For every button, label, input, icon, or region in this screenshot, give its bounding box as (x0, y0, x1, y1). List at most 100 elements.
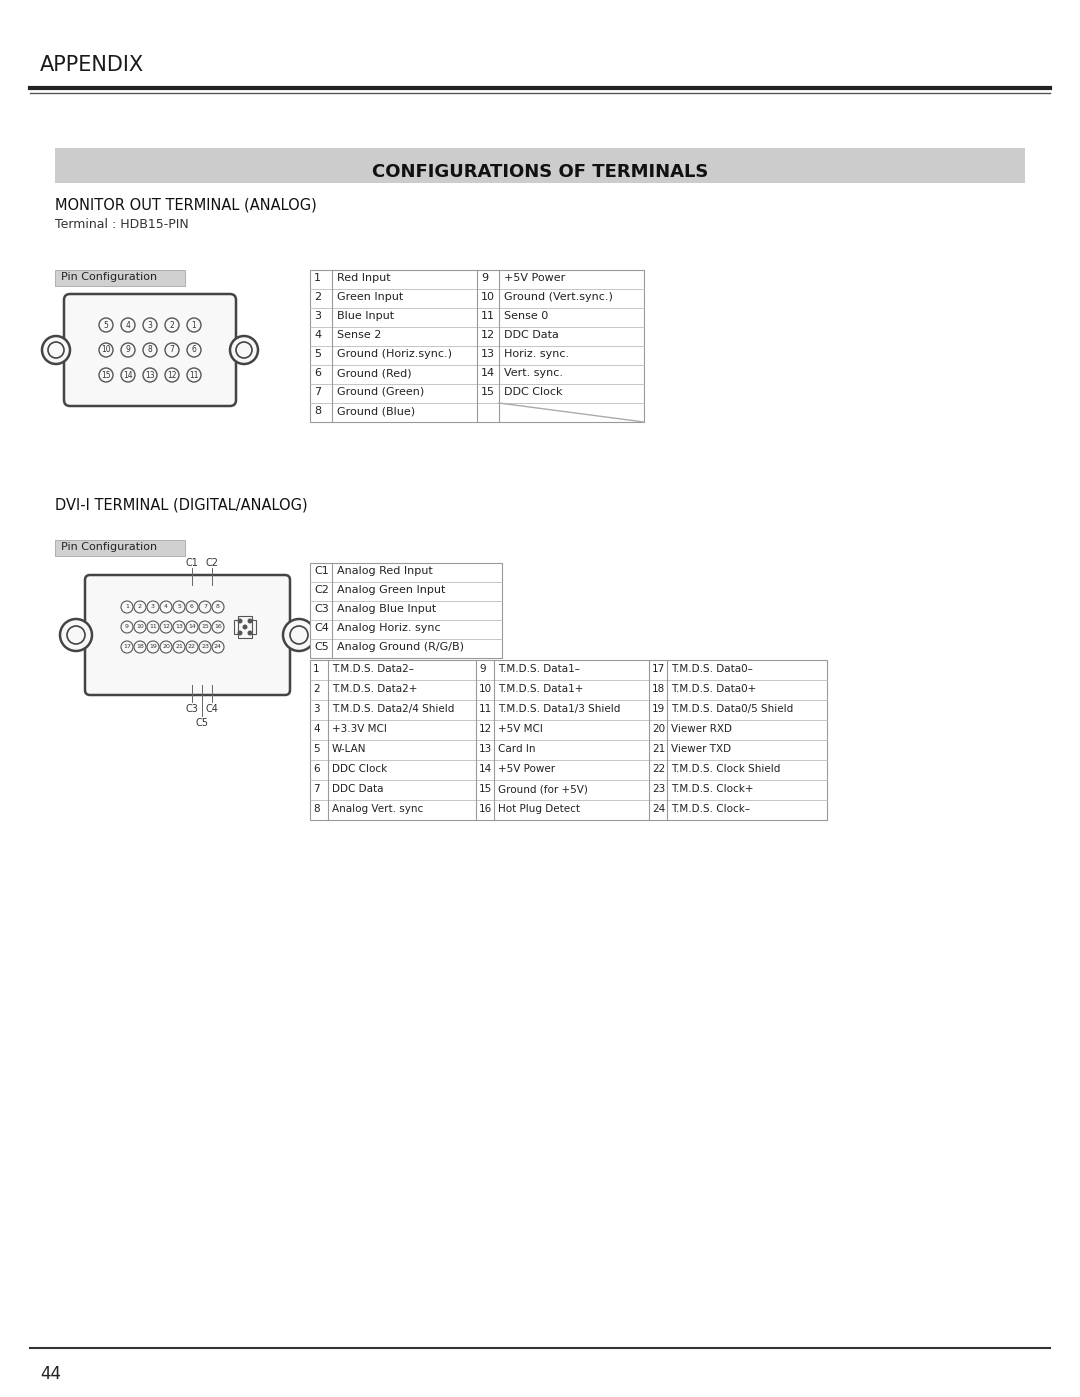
Circle shape (165, 319, 179, 332)
Text: 14: 14 (481, 367, 495, 379)
Bar (310, 659, 827, 820)
Circle shape (121, 641, 133, 652)
Text: Ground (Vert.sync.): Ground (Vert.sync.) (504, 292, 612, 302)
Text: 6: 6 (191, 345, 197, 355)
Text: 16: 16 (214, 624, 221, 630)
Text: 12: 12 (162, 624, 170, 630)
Text: 15: 15 (201, 624, 208, 630)
Circle shape (147, 601, 159, 613)
Text: 10: 10 (136, 624, 144, 630)
Text: 14: 14 (480, 764, 492, 774)
Bar (55, 541, 185, 556)
Circle shape (186, 601, 198, 613)
Text: 24: 24 (214, 644, 222, 650)
Text: Hot Plug Detect: Hot Plug Detect (498, 805, 580, 814)
Bar (310, 563, 502, 658)
Text: C2: C2 (314, 585, 329, 595)
Circle shape (99, 367, 113, 381)
Text: T.M.D.S. Data1–: T.M.D.S. Data1– (498, 664, 580, 673)
Text: Analog Horiz. sync: Analog Horiz. sync (337, 623, 441, 633)
Text: T.M.D.S. Clock+: T.M.D.S. Clock+ (671, 784, 754, 793)
Text: C4: C4 (205, 704, 218, 714)
Text: 9: 9 (480, 664, 486, 673)
Text: 15: 15 (480, 784, 492, 793)
Text: APPENDIX: APPENDIX (40, 54, 144, 75)
Text: 5: 5 (313, 745, 320, 754)
Text: T.M.D.S. Data2–: T.M.D.S. Data2– (332, 664, 414, 673)
Text: C1: C1 (186, 557, 199, 569)
Text: Green Input: Green Input (337, 292, 403, 302)
Text: 2: 2 (314, 292, 321, 302)
Text: 7: 7 (170, 345, 175, 355)
Circle shape (121, 367, 135, 381)
Text: 18: 18 (652, 685, 665, 694)
Text: T.M.D.S. Data1+: T.M.D.S. Data1+ (498, 685, 583, 694)
Text: Horiz. sync.: Horiz. sync. (504, 349, 569, 359)
Text: Vert. sync.: Vert. sync. (504, 367, 563, 379)
Circle shape (199, 641, 211, 652)
FancyBboxPatch shape (85, 576, 291, 694)
Text: DDC Clock: DDC Clock (332, 764, 388, 774)
Circle shape (173, 641, 185, 652)
Text: C5: C5 (314, 643, 328, 652)
Text: 1: 1 (125, 605, 129, 609)
Circle shape (147, 641, 159, 652)
Text: 8: 8 (216, 605, 220, 609)
Text: 11: 11 (481, 312, 495, 321)
Text: 4: 4 (313, 724, 320, 733)
Text: 14: 14 (123, 370, 133, 380)
Bar (55, 270, 185, 286)
Circle shape (134, 601, 146, 613)
Text: T.M.D.S. Data0/5 Shield: T.M.D.S. Data0/5 Shield (671, 704, 793, 714)
Text: 5: 5 (314, 349, 321, 359)
Text: +5V MCI: +5V MCI (498, 724, 543, 733)
Circle shape (42, 337, 70, 365)
Circle shape (143, 344, 157, 358)
Circle shape (283, 619, 315, 651)
Text: 16: 16 (480, 805, 492, 814)
Text: Pin Configuration: Pin Configuration (60, 272, 157, 282)
Text: T.M.D.S. Clock–: T.M.D.S. Clock– (671, 805, 751, 814)
Text: 13: 13 (480, 745, 492, 754)
Circle shape (238, 630, 243, 636)
Text: Blue Input: Blue Input (337, 312, 394, 321)
Text: T.M.D.S. Data1/3 Shield: T.M.D.S. Data1/3 Shield (498, 704, 620, 714)
Circle shape (99, 344, 113, 358)
Circle shape (212, 601, 224, 613)
Circle shape (173, 601, 185, 613)
Circle shape (121, 319, 135, 332)
Circle shape (160, 622, 172, 633)
Text: Ground (for +5V): Ground (for +5V) (498, 784, 588, 793)
Text: Ground (Green): Ground (Green) (337, 387, 424, 397)
Circle shape (160, 601, 172, 613)
Text: 20: 20 (652, 724, 665, 733)
Text: 3: 3 (314, 312, 321, 321)
Circle shape (143, 367, 157, 381)
Circle shape (186, 641, 198, 652)
Circle shape (134, 641, 146, 652)
Circle shape (187, 319, 201, 332)
Text: 12: 12 (167, 370, 177, 380)
Text: 21: 21 (652, 745, 665, 754)
Text: 4: 4 (125, 320, 131, 330)
Text: 7: 7 (314, 387, 321, 397)
Circle shape (212, 622, 224, 633)
FancyBboxPatch shape (64, 293, 237, 407)
Text: T.M.D.S. Data2/4 Shield: T.M.D.S. Data2/4 Shield (332, 704, 455, 714)
Text: 17: 17 (652, 664, 665, 673)
Text: 2: 2 (313, 685, 320, 694)
Text: 10: 10 (102, 345, 111, 355)
Text: T.M.D.S. Data2+: T.M.D.S. Data2+ (332, 685, 417, 694)
Circle shape (186, 622, 198, 633)
Text: 11: 11 (480, 704, 492, 714)
Circle shape (121, 622, 133, 633)
Text: Ground (Red): Ground (Red) (337, 367, 411, 379)
Text: C4: C4 (314, 623, 329, 633)
Text: 2: 2 (138, 605, 141, 609)
Text: Sense 0: Sense 0 (504, 312, 549, 321)
Text: 19: 19 (652, 704, 665, 714)
Text: 22: 22 (188, 644, 195, 650)
Circle shape (238, 619, 243, 623)
Text: T.M.D.S. Clock Shield: T.M.D.S. Clock Shield (671, 764, 781, 774)
Text: C3: C3 (186, 704, 199, 714)
